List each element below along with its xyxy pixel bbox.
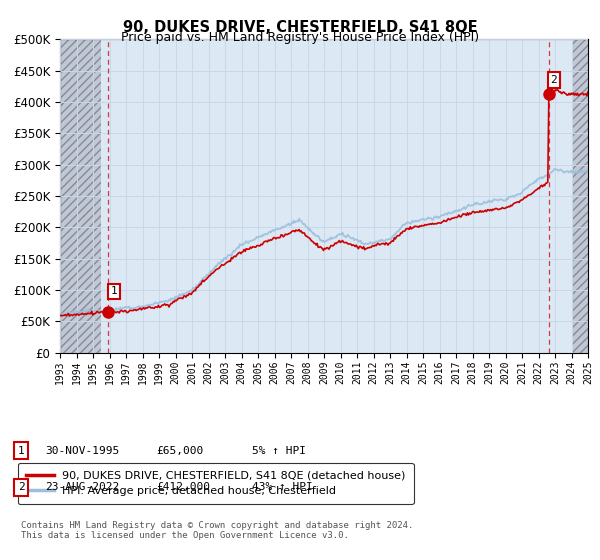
Text: 1: 1	[17, 446, 25, 456]
Legend: 90, DUKES DRIVE, CHESTERFIELD, S41 8QE (detached house), HPI: Average price, det: 90, DUKES DRIVE, CHESTERFIELD, S41 8QE (…	[18, 463, 413, 504]
Bar	[571, 39, 588, 353]
Text: 5% ↑ HPI: 5% ↑ HPI	[252, 446, 306, 456]
Bar	[60, 39, 101, 353]
Text: Contains HM Land Registry data © Crown copyright and database right 2024.
This d: Contains HM Land Registry data © Crown c…	[21, 521, 413, 540]
Text: 90, DUKES DRIVE, CHESTERFIELD, S41 8QE: 90, DUKES DRIVE, CHESTERFIELD, S41 8QE	[122, 20, 478, 35]
Text: 30-NOV-1995: 30-NOV-1995	[45, 446, 119, 456]
Text: £412,000: £412,000	[156, 482, 210, 492]
Text: Price paid vs. HM Land Registry's House Price Index (HPI): Price paid vs. HM Land Registry's House …	[121, 31, 479, 44]
Text: 43% ↑ HPI: 43% ↑ HPI	[252, 482, 313, 492]
Text: 2: 2	[550, 75, 557, 85]
Text: £65,000: £65,000	[156, 446, 203, 456]
Text: 1: 1	[110, 287, 118, 296]
Text: 2: 2	[17, 482, 25, 492]
Text: 23-AUG-2022: 23-AUG-2022	[45, 482, 119, 492]
